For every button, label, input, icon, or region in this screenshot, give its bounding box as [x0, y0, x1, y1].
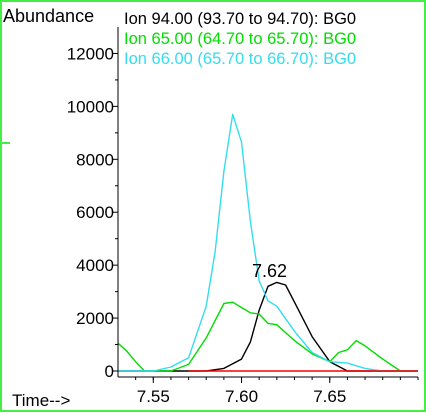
plot-area: [117, 113, 418, 372]
series-line-2: [118, 113, 418, 372]
y-tick-label: 0: [105, 362, 114, 381]
y-tick-label: 2000: [76, 309, 114, 328]
y-tick-label: 4000: [76, 256, 114, 275]
x-tick-label: 7.55: [137, 387, 170, 406]
y-tick-label: 8000: [76, 150, 114, 169]
y-tick-label: 10000: [67, 97, 114, 116]
axes: 0 2000 4000 6000 8000 10000 12000 7.55 7.60 7.65: [67, 27, 419, 406]
series-line-0: [118, 281, 418, 372]
x-tick-label: 7.60: [225, 387, 258, 406]
x-tick-label: 7.65: [313, 387, 346, 406]
y-tick-label: 6000: [76, 203, 114, 222]
legend: Ion 94.00 (93.70 to 94.70): BG0 Ion 65.00…: [124, 10, 356, 68]
series-line-1: [117, 301, 418, 372]
peak-annotation: 7.62: [252, 261, 287, 281]
y-axis-label: Abundance: [3, 6, 94, 26]
legend-entry-1: Ion 65.00 (64.70 to 65.70): BG0: [124, 30, 356, 48]
legend-entry-0: Ion 94.00 (93.70 to 94.70): BG0: [124, 10, 356, 28]
x-axis-label: Time-->: [12, 391, 70, 410]
y-tick-label: 12000: [67, 44, 114, 63]
legend-entry-2: Ion 66.00 (65.70 to 66.70): BG0: [124, 50, 356, 68]
